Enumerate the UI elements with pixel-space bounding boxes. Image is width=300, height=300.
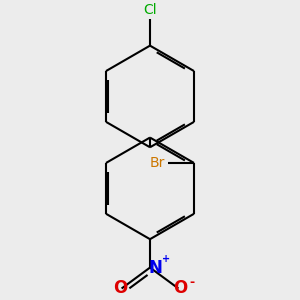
Text: +: + [162, 254, 170, 264]
Text: -: - [189, 276, 194, 289]
Text: N: N [148, 259, 162, 277]
Text: Br: Br [149, 156, 165, 170]
Text: Cl: Cl [143, 2, 157, 16]
Text: O: O [113, 280, 127, 298]
Text: O: O [173, 280, 187, 298]
